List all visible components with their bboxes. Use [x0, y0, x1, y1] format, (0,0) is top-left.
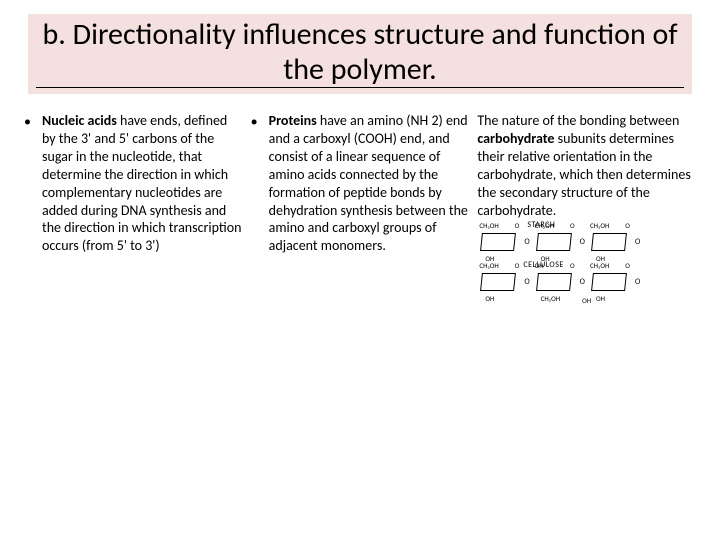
starch-row: CH₂OH O OH STARCH O CH₂OH O OH O: [477, 229, 696, 255]
link-o: O: [579, 238, 586, 246]
bullet-icon: •: [251, 112, 269, 310]
ch2oh-label: CH₂OH: [479, 222, 498, 229]
slide-title: b. Directionality influences structure a…: [36, 18, 684, 88]
carbohydrate-text: The nature of the bonding between carboh…: [477, 112, 696, 219]
o-label: O: [570, 222, 575, 229]
starch-ring-1: CH₂OH O OH: [477, 229, 521, 255]
ch2oh-label: CH₂OH: [590, 262, 609, 269]
oh-label: OH: [596, 295, 605, 302]
o-label: O: [625, 222, 630, 229]
column-proteins: • Proteins have an amino (NH 2) end and …: [251, 112, 470, 310]
nucleic-acids-text: Nucleic acids have ends, defined by the …: [42, 112, 243, 310]
oh-label: OH: [485, 295, 494, 302]
hexagon-icon: [480, 233, 516, 251]
link-o: O: [634, 278, 641, 286]
ch2oh-label: CH₂OH: [479, 262, 498, 269]
chemistry-diagram: CH₂OH O OH STARCH O CH₂OH O OH O: [477, 229, 696, 304]
title-text: b. Directionality influences structure a…: [36, 18, 684, 88]
starch-block: CH₂OH O OH STARCH O CH₂OH O OH O: [477, 229, 696, 255]
nucleic-acids-rest: have ends, defined by the 3' and 5' carb…: [42, 112, 241, 254]
column-nucleic-acids: • Nucleic acids have ends, defined by th…: [24, 112, 243, 310]
link-o: O: [523, 238, 530, 246]
title-band: b. Directionality influences structure a…: [28, 14, 692, 94]
link-o: O: [523, 278, 530, 286]
proteins-text: Proteins have an amino (NH 2) end and a …: [269, 112, 470, 310]
bullet-icon: •: [24, 112, 42, 310]
ch2oh-label: CH₂OH: [590, 222, 609, 229]
link-o: O: [579, 278, 586, 286]
carb-bold: carbohydrate: [477, 130, 554, 147]
columns-container: • Nucleic acids have ends, defined by th…: [24, 112, 696, 310]
hexagon-icon: [480, 273, 516, 291]
starch-ring-3: CH₂OH O OH: [588, 229, 632, 255]
hexagon-icon: [536, 233, 572, 251]
nucleic-acids-bold: Nucleic acids: [42, 112, 117, 129]
hexagon-icon: [591, 233, 627, 251]
o-label: O: [625, 262, 630, 269]
carb-pre: The nature of the bonding between: [477, 112, 679, 129]
ch2oh-label: CH₂OH: [541, 295, 560, 302]
starch-ring-2: CH₂OH O OH: [533, 229, 577, 255]
cellulose-block: CH₂OH O OH CELLULOSE O OH O CH₂OH O: [477, 269, 696, 304]
oh-label: OH: [535, 262, 544, 269]
cellulose-row: CH₂OH O OH CELLULOSE O OH O CH₂OH O: [477, 269, 696, 295]
proteins-bold: Proteins: [269, 112, 317, 129]
o-label: O: [570, 262, 575, 269]
o-label: O: [515, 262, 520, 269]
link-o: O: [634, 238, 641, 246]
cellulose-bottom-oh: OH: [477, 297, 696, 304]
o-label: O: [515, 222, 520, 229]
hexagon-icon: [536, 273, 572, 291]
hexagon-icon: [591, 273, 627, 291]
cellulose-ring-3: CH₂OH O OH: [588, 269, 632, 295]
cellulose-ring-2: OH O CH₂OH: [533, 269, 577, 295]
ch2oh-label: CH₂OH: [535, 222, 554, 229]
column-carbohydrate: The nature of the bonding between carboh…: [477, 112, 696, 310]
proteins-rest: have an amino (NH 2) end and a carboxyl …: [269, 112, 468, 254]
cellulose-ring-1: CH₂OH O OH: [477, 269, 521, 295]
